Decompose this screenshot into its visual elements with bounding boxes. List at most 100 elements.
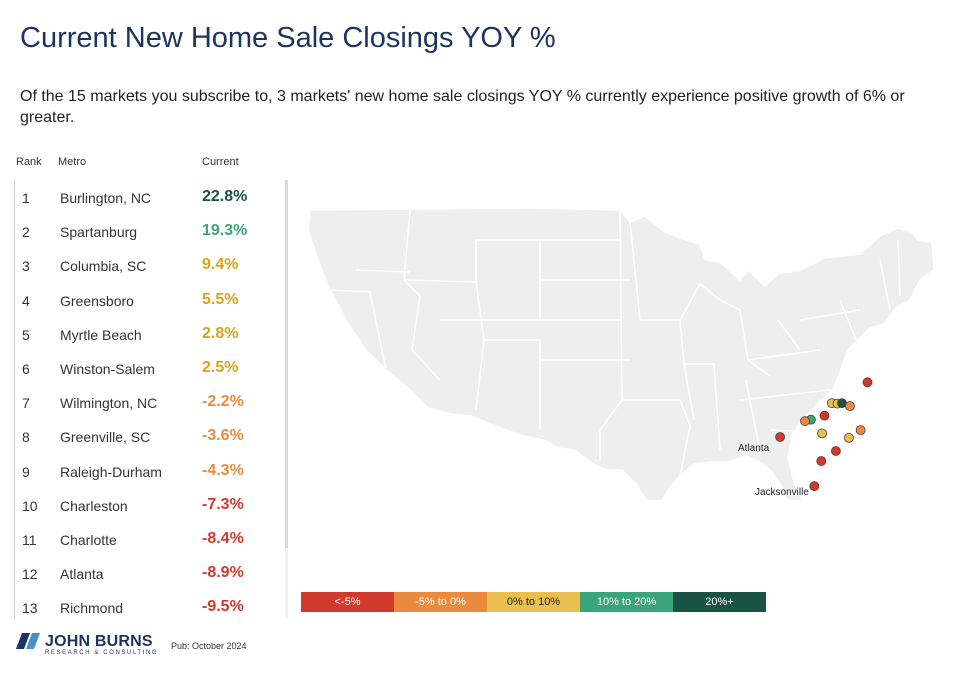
john-burns-logo-icon: [16, 633, 40, 649]
table-left-border: [14, 180, 15, 618]
state-border-line: [679, 282, 771, 377]
state-border-line: [403, 279, 485, 411]
row-metro: Spartanburg: [60, 224, 138, 241]
row-value: -8.4%: [202, 530, 244, 547]
market-dot[interactable]: [800, 416, 810, 427]
row-rank: 9: [22, 463, 30, 480]
row-value: -8.9%: [202, 564, 244, 582]
pub-date: Pub: October 2024: [171, 641, 247, 651]
table-row[interactable]: 7 Wilmington, NC -2.2%: [14, 385, 276, 419]
table-row[interactable]: 4 Greensboro 5.5%: [14, 283, 276, 317]
table-row[interactable]: 12 Atlanta -8.9%: [14, 556, 276, 590]
market-dot[interactable]: [817, 428, 827, 439]
state-border-line: [599, 209, 623, 460]
row-metro: Atlanta: [60, 566, 104, 583]
map-label-atlanta: Atlanta: [738, 443, 770, 454]
state-border-line: [739, 349, 831, 433]
table-row[interactable]: 9 Raleigh-Durham -4.3%: [14, 454, 276, 488]
state-borders: [329, 209, 901, 477]
market-dot[interactable]: [831, 446, 841, 456]
row-rank: 11: [22, 532, 37, 548]
row-value: -3.6%: [202, 427, 244, 445]
state-border-line: [403, 209, 441, 381]
row-rank: 10: [22, 497, 38, 514]
scrollbar-thumb[interactable]: [285, 180, 288, 548]
row-rank: 3: [22, 258, 30, 275]
table-row[interactable]: 6 Winston-Salem 2.5%: [14, 351, 276, 385]
row-value: 9.4%: [202, 256, 239, 274]
table-row[interactable]: 1 Burlington, NC 22.8%: [14, 180, 276, 214]
logo-name: JOHN BURNS: [45, 633, 153, 650]
state-border-line: [683, 363, 761, 451]
row-rank: 13: [22, 600, 38, 617]
row-rank: 4: [22, 292, 30, 309]
legend-item-mid_neg: -5% to 0%: [394, 592, 487, 612]
table-row[interactable]: 8 Greenville, SC -3.6%: [14, 419, 276, 453]
table-row[interactable]: 5 Myrtle Beach 2.8%: [14, 317, 276, 351]
row-metro: Greenville, SC: [60, 429, 151, 446]
market-dot[interactable]: [845, 401, 855, 411]
state-border-line: [440, 319, 546, 430]
row-metro: Charleston: [60, 497, 128, 514]
market-dot[interactable]: [844, 432, 854, 443]
market-dot[interactable]: [775, 432, 786, 442]
color-legend: <-5% -5% to 0% 0% to 10% 10% to 20% 20%+: [301, 592, 766, 612]
row-metro: Greensboro: [60, 292, 134, 309]
row-value: 19.3%: [202, 222, 248, 240]
row-rank: 2: [22, 224, 30, 241]
row-rank: 12: [22, 566, 38, 583]
map-label-jacksonville: Jacksonville: [755, 487, 809, 498]
market-dot[interactable]: [855, 425, 866, 436]
row-metro: Burlington, NC: [60, 190, 152, 206]
row-metro: Charlotte: [60, 532, 117, 548]
state-border-line: [622, 399, 691, 477]
row-metro: Myrtle Beach: [60, 326, 142, 343]
page-title: Current New Home Sale Closings YOY %: [20, 22, 556, 54]
market-dot[interactable]: [862, 377, 873, 388]
state-border-line: [777, 299, 861, 351]
row-metro: Raleigh-Durham: [60, 463, 162, 480]
legend-item-neg: <-5%: [301, 592, 394, 612]
market-dots: [775, 377, 873, 492]
row-rank: 7: [22, 395, 30, 412]
row-rank: 6: [22, 361, 30, 377]
table-row[interactable]: 3 Columbia, SC 9.4%: [14, 248, 276, 282]
logo-icon-stripe: [26, 633, 40, 649]
row-metro: Winston-Salem: [60, 361, 155, 377]
legend-item-mid_pos: 10% to 20%: [580, 592, 673, 612]
state-border-line: [540, 239, 630, 361]
table-row[interactable]: 11 Charlotte -8.4%: [14, 522, 276, 556]
row-value: -2.2%: [202, 393, 244, 411]
row-value: -4.3%: [202, 461, 244, 479]
row-metro: Richmond: [60, 600, 124, 617]
row-value: -7.3%: [202, 495, 244, 513]
header-metro[interactable]: Metro: [58, 156, 87, 168]
market-dot[interactable]: [819, 410, 830, 421]
logo-subtitle: RESEARCH & CONSULTING: [45, 650, 159, 656]
row-value: 2.8%: [202, 324, 239, 342]
row-rank: 1: [22, 190, 30, 206]
us-map-base: [307, 207, 935, 500]
market-dot[interactable]: [809, 481, 820, 492]
state-border-line: [879, 239, 901, 311]
table-row[interactable]: 10 Charleston -7.3%: [14, 488, 276, 522]
market-dot[interactable]: [816, 456, 827, 466]
page-subtitle: Of the 15 markets you subscribe to, 3 ma…: [20, 88, 905, 126]
row-metro: Wilmington, NC: [60, 395, 158, 412]
row-value: -9.5%: [202, 598, 244, 616]
row-metro: Columbia, SC: [60, 258, 147, 275]
header-rank[interactable]: Rank: [16, 156, 42, 168]
state-border-line: [329, 269, 411, 371]
table-row[interactable]: 2 Spartanburg 19.3%: [14, 214, 276, 248]
legend-item-low_pos: 0% to 10%: [487, 592, 580, 612]
row-value: 5.5%: [202, 290, 239, 308]
row-rank: 5: [22, 326, 30, 343]
us-map: Atlanta Jacksonville: [307, 207, 935, 500]
legend-item-high: 20%+: [673, 592, 766, 612]
header-current[interactable]: Current: [202, 156, 239, 168]
row-value: 2.5%: [202, 359, 239, 376]
table-row[interactable]: 13 Richmond -9.5%: [14, 590, 276, 618]
row-value: 22.8%: [202, 188, 248, 205]
row-rank: 8: [22, 429, 30, 446]
logo-icon-stripe: [16, 633, 30, 649]
